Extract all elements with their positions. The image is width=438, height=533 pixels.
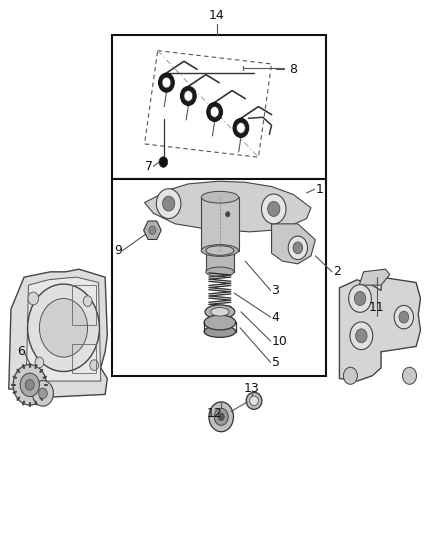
Polygon shape [359, 269, 390, 285]
Ellipse shape [246, 392, 262, 409]
Bar [112, 179, 326, 376]
Circle shape [159, 73, 174, 92]
Bar [201, 197, 239, 251]
Circle shape [184, 91, 193, 101]
Circle shape [13, 365, 46, 405]
Text: 13: 13 [244, 383, 260, 395]
Circle shape [237, 123, 245, 133]
Text: 11: 11 [369, 302, 385, 314]
Text: 5: 5 [272, 356, 279, 369]
Circle shape [180, 86, 196, 106]
Polygon shape [339, 277, 420, 381]
Circle shape [90, 360, 99, 370]
Ellipse shape [201, 191, 238, 203]
Circle shape [218, 413, 224, 421]
Text: 4: 4 [272, 311, 279, 324]
Circle shape [28, 284, 99, 372]
Bar [206, 251, 234, 272]
Circle shape [399, 311, 409, 323]
Ellipse shape [250, 396, 258, 406]
Text: 2: 2 [333, 265, 341, 278]
Polygon shape [145, 181, 311, 232]
Ellipse shape [211, 308, 229, 316]
Ellipse shape [201, 245, 238, 256]
Bar [112, 35, 326, 179]
Text: 8: 8 [289, 63, 297, 76]
Ellipse shape [206, 267, 234, 277]
Circle shape [350, 322, 373, 350]
Text: 3: 3 [272, 284, 279, 297]
Circle shape [261, 194, 286, 224]
Ellipse shape [206, 246, 234, 255]
Polygon shape [9, 269, 107, 400]
Ellipse shape [205, 305, 235, 319]
Text: 10: 10 [272, 335, 287, 348]
Ellipse shape [204, 326, 236, 337]
Ellipse shape [204, 315, 236, 330]
Circle shape [35, 357, 44, 368]
Circle shape [28, 292, 39, 305]
Polygon shape [26, 277, 101, 381]
Circle shape [288, 236, 307, 260]
Text: 12: 12 [207, 407, 223, 420]
Circle shape [39, 388, 47, 399]
Circle shape [226, 212, 230, 217]
Circle shape [349, 285, 371, 312]
Circle shape [39, 298, 88, 357]
Text: 14: 14 [209, 10, 225, 22]
Circle shape [162, 77, 171, 88]
Text: 9: 9 [114, 244, 122, 257]
Circle shape [32, 381, 53, 406]
Circle shape [233, 118, 249, 138]
Circle shape [268, 201, 280, 216]
Circle shape [403, 367, 417, 384]
Text: 7: 7 [145, 160, 152, 173]
Text: 6: 6 [18, 345, 25, 358]
Circle shape [210, 107, 219, 117]
Text: 1: 1 [315, 183, 323, 196]
Circle shape [159, 157, 168, 167]
Polygon shape [144, 221, 161, 239]
Circle shape [83, 296, 92, 306]
Circle shape [293, 242, 303, 254]
Circle shape [394, 305, 413, 329]
Circle shape [25, 379, 34, 390]
Circle shape [156, 189, 181, 219]
Bar [72, 285, 96, 325]
Circle shape [149, 226, 156, 235]
Circle shape [207, 102, 223, 122]
Circle shape [162, 196, 175, 211]
Circle shape [20, 373, 39, 397]
Circle shape [209, 402, 233, 432]
Circle shape [356, 329, 367, 343]
Circle shape [354, 292, 366, 305]
Circle shape [214, 408, 228, 425]
Circle shape [343, 367, 357, 384]
Polygon shape [272, 224, 315, 264]
Bar [72, 344, 96, 373]
